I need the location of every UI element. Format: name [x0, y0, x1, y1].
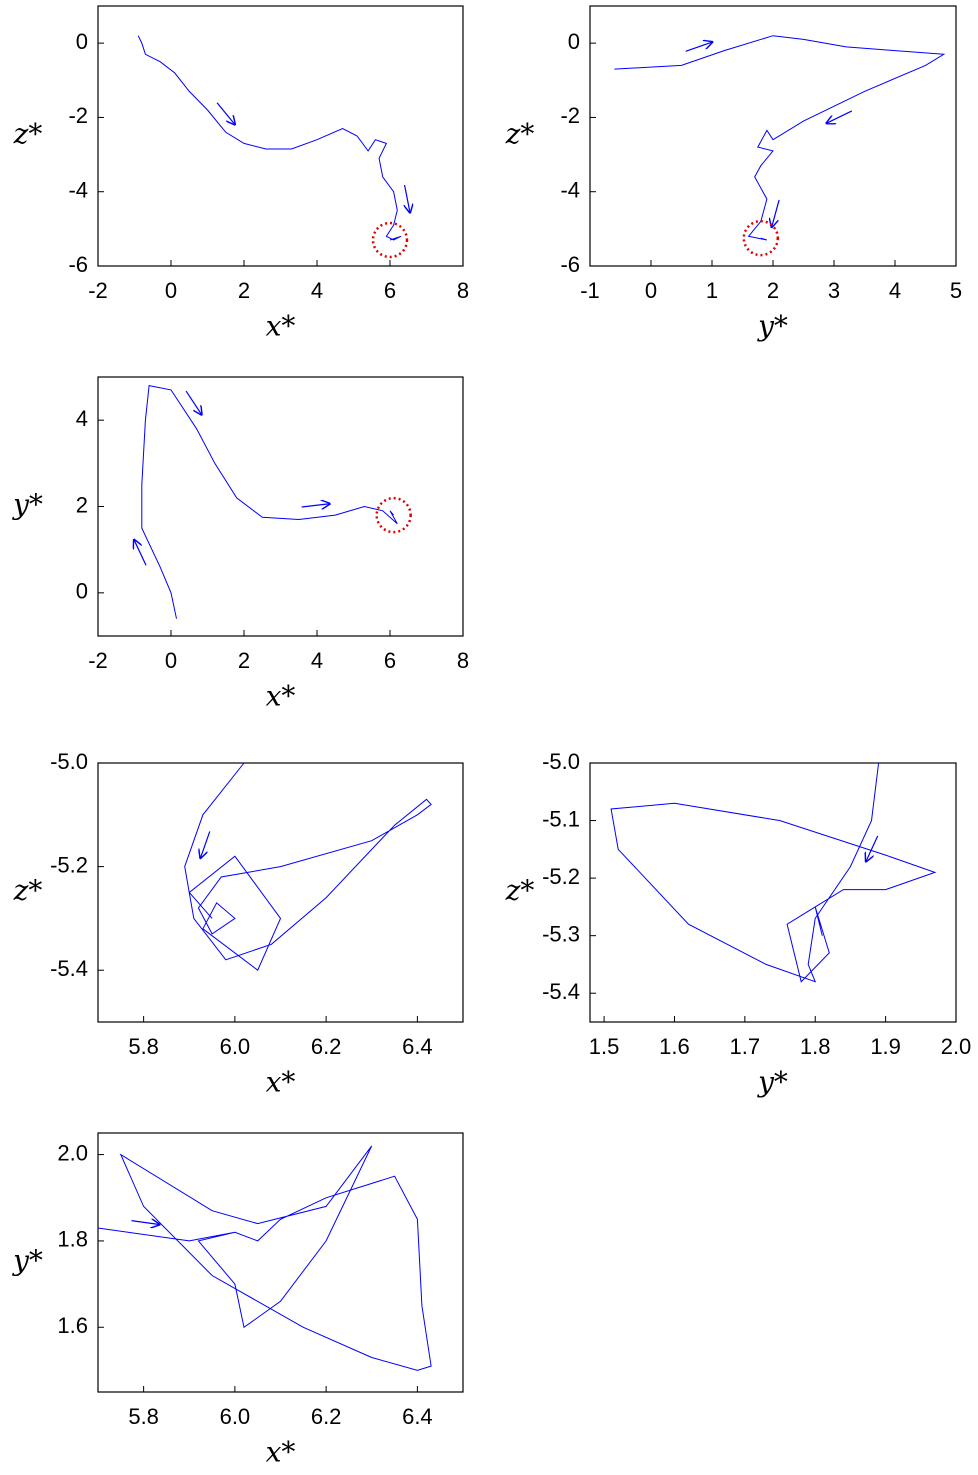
x-tick-label: 2	[238, 278, 250, 303]
x-tick-label: 1.7	[730, 1034, 761, 1059]
y-tick-label: -5.2	[542, 864, 580, 889]
y-tick-label: 0	[76, 29, 88, 54]
y-tick-label: -4	[68, 178, 88, 203]
direction-arrow	[685, 42, 712, 52]
x-tick-label: 8	[457, 278, 469, 303]
trajectory	[137, 35, 402, 241]
y-tick-label: 2	[76, 492, 88, 517]
x-tick-label: 1.5	[589, 1034, 620, 1059]
plot-frame	[97, 5, 464, 267]
x-tick-label: 8	[457, 648, 469, 673]
x-tick-label: 6.4	[402, 1404, 433, 1429]
x-tick-label: 1.6	[659, 1034, 690, 1059]
attractor-highlight	[375, 496, 412, 534]
y-tick-label: -2	[68, 103, 88, 128]
direction-arrow	[200, 831, 211, 857]
x-tick-label: -1	[580, 278, 600, 303]
x-tick-label: 6.2	[311, 1404, 342, 1429]
y-tick-label: -6	[560, 252, 580, 277]
x-axis-label: x*	[266, 680, 296, 713]
x-tick-label: 6.0	[220, 1034, 251, 1059]
trajectory	[97, 1145, 432, 1371]
x-tick-label: 6	[384, 648, 396, 673]
y-tick-label: 1.6	[57, 1313, 88, 1338]
x-tick-label: 6.2	[311, 1034, 342, 1059]
x-tick-label: 0	[165, 278, 177, 303]
x-tick-label: 2	[238, 648, 250, 673]
y-tick-label: -5.1	[542, 806, 580, 831]
plot-frame	[97, 762, 464, 1023]
y-tick-label: 1.8	[57, 1227, 88, 1252]
x-tick-label: -2	[88, 648, 108, 673]
y-axis-label: z*	[13, 118, 43, 151]
y-tick-label: -5.4	[542, 979, 580, 1004]
x-tick-label: 0	[645, 278, 657, 303]
x-tick-label: 4	[889, 278, 901, 303]
x-tick-label: 1	[706, 278, 718, 303]
y-tick-label: -5.4	[50, 956, 88, 981]
y-axis-label: z*	[13, 874, 43, 907]
y-tick-label: 2.0	[57, 1140, 88, 1165]
direction-arrow	[185, 390, 201, 414]
plot-frame	[589, 5, 957, 267]
x-axis-label: y*	[756, 1066, 788, 1099]
x-axis-label: x*	[266, 1436, 296, 1469]
x-axis-label: x*	[266, 310, 296, 343]
y-tick-label: -2	[560, 103, 580, 128]
trajectory	[610, 762, 937, 983]
direction-arrow	[827, 110, 853, 123]
x-tick-label: 4	[311, 648, 323, 673]
direction-arrow	[301, 504, 330, 507]
x-tick-label: 2.0	[941, 1034, 972, 1059]
x-tick-label: 3	[828, 278, 840, 303]
x-tick-label: 0	[165, 648, 177, 673]
x-tick-label: 1.9	[870, 1034, 901, 1059]
x-axis-label: x*	[266, 1066, 296, 1099]
y-tick-label: -5.0	[542, 749, 580, 774]
x-tick-label: 2	[767, 278, 779, 303]
x-tick-label: 6	[384, 278, 396, 303]
x-tick-label: 6.0	[220, 1404, 251, 1429]
x-tick-label: 6.4	[402, 1034, 433, 1059]
direction-arrow	[866, 835, 879, 861]
y-tick-label: -5.3	[542, 921, 580, 946]
direction-arrow	[405, 184, 410, 212]
y-axis-label: y*	[11, 488, 43, 521]
attractor-highlight	[742, 219, 780, 257]
plot-frame	[589, 762, 957, 1023]
y-tick-label: -5.0	[50, 749, 88, 774]
y-axis-label: z*	[505, 874, 535, 907]
x-tick-label: 1.8	[800, 1034, 831, 1059]
trajectory	[184, 762, 432, 971]
direction-arrow	[134, 540, 147, 566]
direction-arrow	[216, 102, 235, 125]
y-tick-label: -4	[560, 178, 580, 203]
x-tick-label: 5.8	[128, 1034, 159, 1059]
y-tick-label: 4	[76, 406, 88, 431]
y-tick-label: -5.2	[50, 852, 88, 877]
plot-frame	[97, 1132, 464, 1393]
x-tick-label: 5	[950, 278, 962, 303]
x-tick-label: 4	[311, 278, 323, 303]
trajectory	[614, 35, 946, 241]
y-tick-label: 0	[568, 29, 580, 54]
y-tick-label: -6	[68, 252, 88, 277]
y-axis-label: z*	[505, 118, 535, 151]
direction-arrow	[772, 199, 780, 227]
y-axis-label: y*	[11, 1244, 43, 1277]
x-axis-label: y*	[756, 310, 788, 343]
trajectory	[141, 385, 398, 619]
attractor-highlight	[371, 221, 409, 259]
x-tick-label: 5.8	[128, 1404, 159, 1429]
plot-frame	[97, 376, 464, 637]
y-tick-label: 0	[76, 579, 88, 604]
direction-arrow	[131, 1221, 159, 1225]
x-tick-label: -2	[88, 278, 108, 303]
